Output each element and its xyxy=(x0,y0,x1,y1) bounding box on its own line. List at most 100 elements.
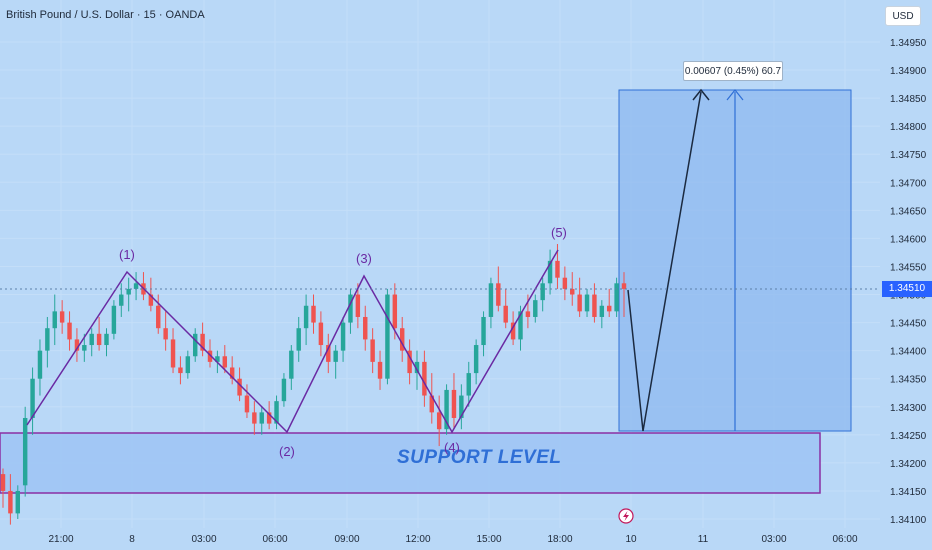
price-tick-label: 1.34350 xyxy=(890,375,927,386)
candle-body xyxy=(592,294,597,317)
time-tick-label: 21:00 xyxy=(48,534,73,545)
lightning-icon[interactable] xyxy=(618,508,634,524)
candle-body xyxy=(244,395,250,413)
symbol-title: British Pound / U.S. Dollar · 15 · OANDA xyxy=(6,9,205,21)
wave-label-2: (2) xyxy=(279,444,295,459)
candle-body xyxy=(104,333,109,346)
candle-body xyxy=(407,350,412,374)
candle-body xyxy=(22,417,28,486)
candle-body xyxy=(266,412,272,424)
projection-arrowhead xyxy=(692,88,710,101)
candle-body xyxy=(444,389,449,430)
candle-body xyxy=(621,283,627,289)
candle-body xyxy=(148,294,154,306)
price-tick-label: 1.34200 xyxy=(890,459,927,470)
candle-body xyxy=(451,389,457,418)
candle-body xyxy=(82,345,87,351)
candle-body xyxy=(547,260,553,284)
candle-body xyxy=(126,288,131,295)
price-tick-label: 1.34550 xyxy=(890,262,927,273)
candle-body xyxy=(488,283,494,317)
candle-body xyxy=(555,260,560,278)
candle-body xyxy=(289,350,294,379)
price-tick-label: 1.34850 xyxy=(890,94,927,105)
price-tick-label: 1.34300 xyxy=(890,403,927,414)
candle-body xyxy=(355,294,361,317)
candle-body xyxy=(340,322,346,351)
candle-body xyxy=(207,350,213,362)
candle-body xyxy=(52,311,57,329)
wave-label-4: (4) xyxy=(444,440,460,455)
candle-body xyxy=(525,311,531,317)
candle-body xyxy=(237,378,242,396)
candle-body xyxy=(414,361,420,374)
price-tick-label: 1.34950 xyxy=(890,38,927,49)
candle-body xyxy=(67,322,72,340)
candle-body xyxy=(377,361,383,379)
time-tick-label: 11 xyxy=(698,534,709,545)
candle-body xyxy=(30,378,35,418)
candle-body xyxy=(215,356,220,362)
wave-label-3: (3) xyxy=(356,251,372,266)
candle-body xyxy=(599,305,605,317)
measure-label: 0.00607 (0.45%) 60.7 xyxy=(683,61,783,81)
time-tick-label: 03:00 xyxy=(761,534,786,545)
candle-body xyxy=(111,305,117,334)
candle-body xyxy=(584,294,590,312)
candle-body xyxy=(133,283,139,289)
measure-arrowhead xyxy=(726,89,744,101)
price-axis[interactable]: 1.34950 1.34900 1.34850 1.34800 1.34750 1.347… xyxy=(890,38,927,526)
projection-path xyxy=(627,91,702,432)
price-tick-label: 1.34400 xyxy=(890,347,927,358)
candle-body xyxy=(540,283,545,301)
currency-button[interactable]: USD xyxy=(885,6,921,26)
support-zone xyxy=(0,432,821,494)
time-axis[interactable]: 21:00 8 03:00 06:00 09:00 12:00 15:00 18:00 10 11… xyxy=(48,534,857,545)
wave-label-5: (5) xyxy=(551,225,567,240)
time-tick-label: 8 xyxy=(129,534,135,545)
candle-body xyxy=(74,339,80,351)
price-tick-label: 1.34750 xyxy=(890,150,927,161)
candle-body xyxy=(429,395,435,413)
candle-body xyxy=(399,328,405,351)
candle-body xyxy=(473,345,479,374)
candle-body xyxy=(59,311,65,323)
candle-body xyxy=(303,305,309,329)
candle-body xyxy=(281,378,287,402)
candle-body xyxy=(481,316,486,346)
time-tick-label: 09:00 xyxy=(334,534,359,545)
candle-body xyxy=(296,328,301,351)
price-tick-label: 1.34600 xyxy=(890,234,927,245)
price-tick-label: 1.34900 xyxy=(890,66,927,77)
time-tick-label: 10 xyxy=(625,534,637,545)
candle-body xyxy=(326,345,331,362)
wave-label-1: (1) xyxy=(119,247,135,262)
candle-body xyxy=(392,294,398,329)
elliott-wave-line xyxy=(26,249,559,434)
candle-body xyxy=(0,474,6,491)
candle-body xyxy=(170,339,176,368)
price-tick-label: 1.34250 xyxy=(890,431,927,442)
candle-body xyxy=(606,305,612,312)
price-tick-label: 1.34650 xyxy=(890,206,927,217)
candle-body xyxy=(89,333,94,346)
candle-body xyxy=(333,350,338,362)
time-tick-label: 03:00 xyxy=(191,534,216,545)
candle-body xyxy=(459,395,464,418)
candle-body xyxy=(178,367,183,374)
candle-body xyxy=(311,305,316,323)
time-tick-label: 18:00 xyxy=(547,534,572,545)
candle-body xyxy=(348,294,353,323)
candle-body xyxy=(570,288,575,295)
candle-body xyxy=(15,490,21,514)
candle-body xyxy=(45,328,50,351)
candle-body xyxy=(37,350,43,379)
candle-body xyxy=(200,333,205,351)
candle-body xyxy=(614,283,619,312)
price-tick-label: 1.34450 xyxy=(890,319,927,330)
price-tick-label: 1.34150 xyxy=(890,487,927,498)
support-level-label: SUPPORT LEVEL xyxy=(397,447,562,468)
candle-body xyxy=(119,294,124,306)
